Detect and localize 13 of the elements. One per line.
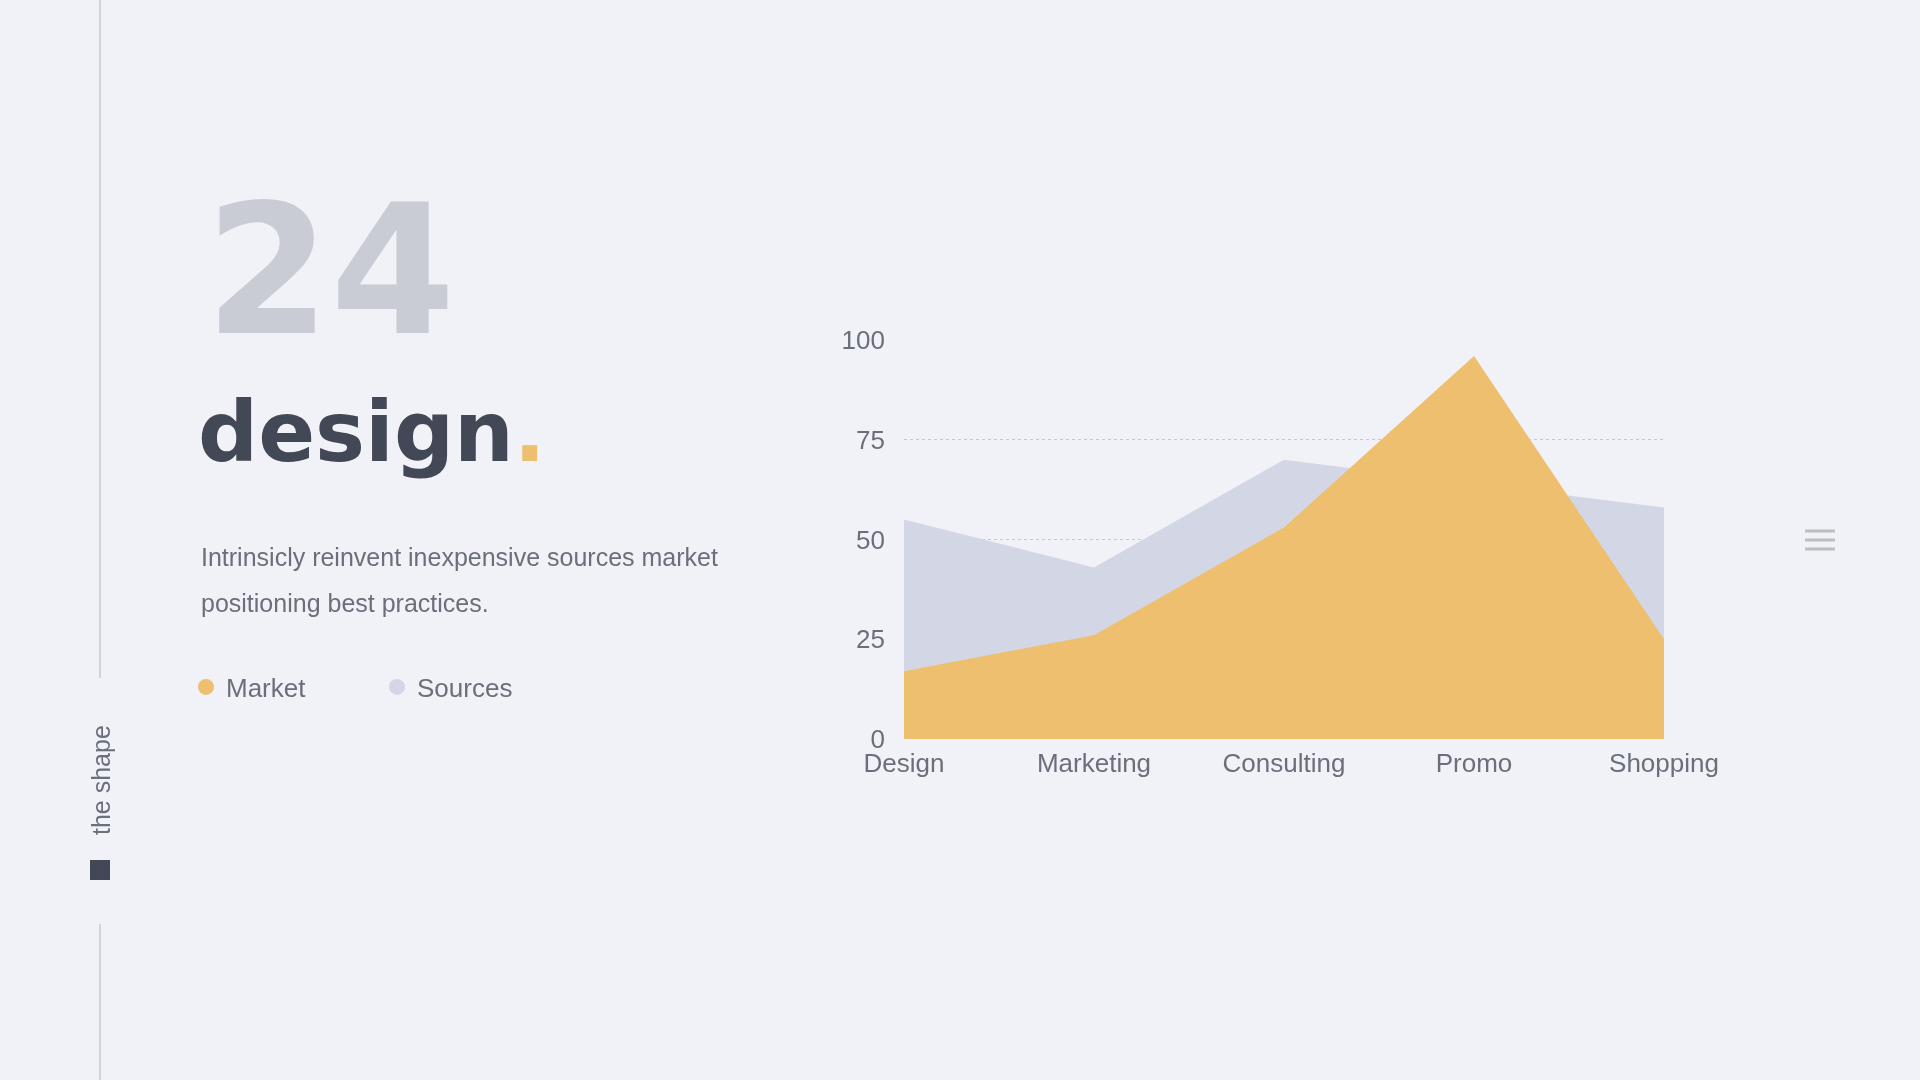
x-tick-label: Promo xyxy=(1435,748,1513,778)
y-tick-label: 25 xyxy=(856,624,885,655)
y-tick-label: 75 xyxy=(856,424,885,455)
x-tick-label: Marketing xyxy=(1036,748,1152,778)
legend-label: Market xyxy=(226,673,307,704)
x-tick-label: Consulting xyxy=(1222,748,1346,778)
legend-label: Sources xyxy=(417,673,513,704)
y-tick-label: 100 xyxy=(841,325,885,356)
x-tick-label: Shopping xyxy=(1609,748,1719,778)
text: Intrinsicly reinvent inexpensive sources market positioning best practices. xyxy=(201,543,718,617)
text: design. xyxy=(198,383,546,482)
text: the shape xyxy=(87,725,115,835)
y-tick-label: 50 xyxy=(856,524,885,555)
